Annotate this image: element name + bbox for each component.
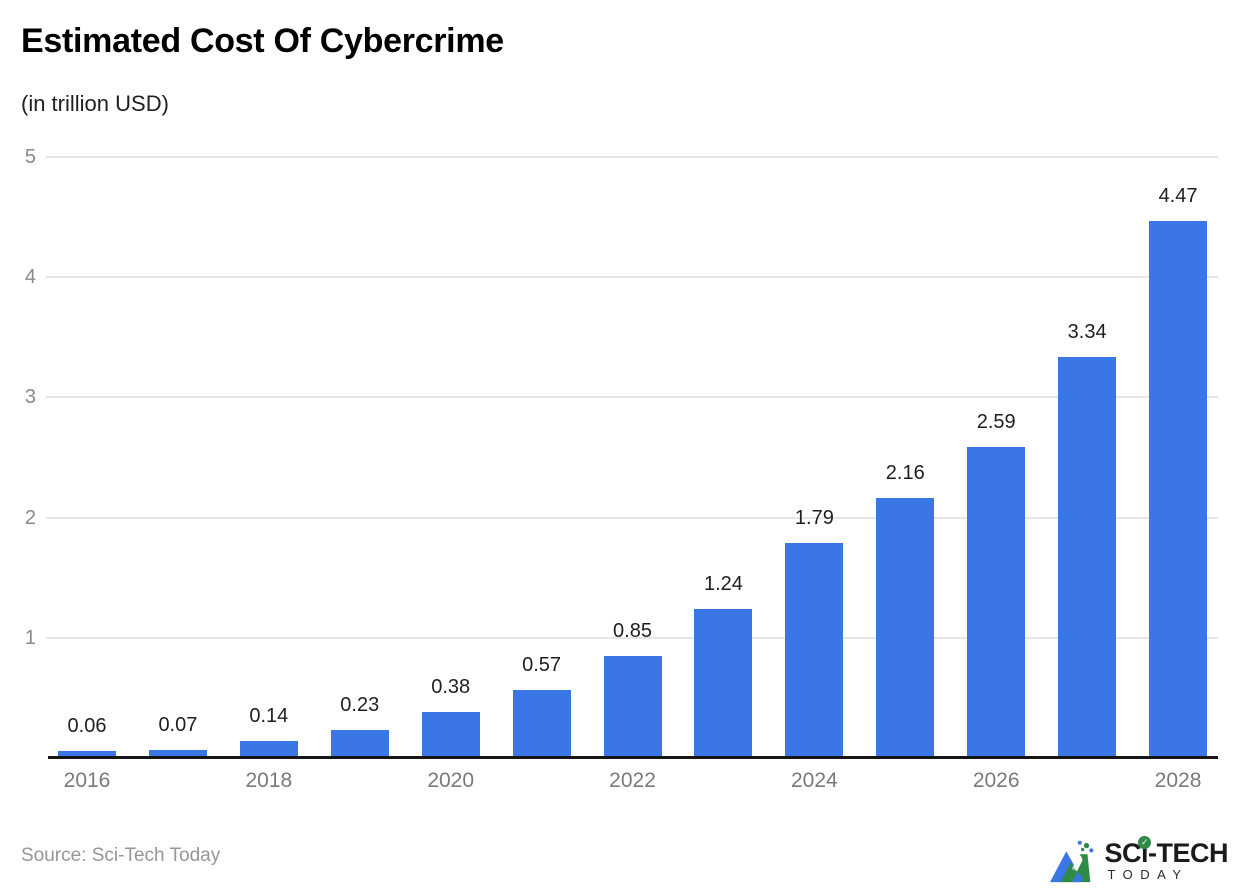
logo-check-icon: ✓ xyxy=(1137,836,1151,849)
x-tick-label-2018: 2018 xyxy=(245,769,293,792)
sci-tech-today-logo: SCı ✓ -TECH TODAY xyxy=(1048,836,1229,886)
bar-value-2018: 0.14 xyxy=(249,705,289,728)
logo-text: SCı ✓ -TECH TODAY xyxy=(1104,836,1229,883)
plot-area: 0.06 0.07 0.14 0.23 0.38 0.57 0.85 1.24 1.79 2.16… xyxy=(46,156,1218,759)
bar-value-2026: 2.59 xyxy=(976,410,1016,433)
bar-value-2027: 3.34 xyxy=(1067,320,1107,343)
bar-2026 xyxy=(967,446,1026,758)
bar-2018 xyxy=(239,741,298,758)
gridline-y-4 xyxy=(46,276,1218,279)
bar-value-2022: 0.85 xyxy=(613,619,652,642)
sci-tech-today-logo-icon xyxy=(1050,840,1094,883)
bar-2017 xyxy=(148,749,207,758)
x-tick-label-2020: 2020 xyxy=(427,769,475,792)
bar-2021 xyxy=(512,689,571,758)
y-tick-label-5: 5 xyxy=(24,146,36,168)
bar-value-2028: 4.47 xyxy=(1158,184,1198,207)
logo-main-text: SCı ✓ -TECH xyxy=(1104,836,1229,868)
y-tick-label-1: 1 xyxy=(24,626,36,649)
x-tick-label-2026: 2026 xyxy=(972,769,1020,792)
bar-value-2023: 1.24 xyxy=(703,572,743,595)
bar-value-2019: 0.23 xyxy=(340,694,380,717)
bar-value-2024: 1.79 xyxy=(794,506,834,529)
y-tick-label-3: 3 xyxy=(24,386,36,409)
bar-2024 xyxy=(785,542,844,758)
y-tick-label-4: 4 xyxy=(24,266,36,289)
x-tick-label-2022: 2022 xyxy=(609,769,656,792)
bar-2028 xyxy=(1149,220,1208,758)
bar-2022 xyxy=(603,655,662,758)
bar-value-2017: 0.07 xyxy=(158,713,198,736)
x-tick-label-2016: 2016 xyxy=(63,769,111,792)
gridline-y-2 xyxy=(46,516,1218,519)
chart-title: Estimated Cost Of Cybercrime xyxy=(21,22,504,60)
bar-value-2016: 0.06 xyxy=(67,714,107,737)
x-tick-label-2028: 2028 xyxy=(1154,769,1202,792)
gridline-y-1 xyxy=(46,636,1218,639)
bar-value-2025: 2.16 xyxy=(885,462,925,485)
y-tick-label-2: 2 xyxy=(24,506,36,529)
bar-2016 xyxy=(58,750,116,758)
x-tick-label-2024: 2024 xyxy=(791,769,838,792)
bar-2020 xyxy=(421,712,480,758)
gridline-y-5 xyxy=(46,156,1218,158)
bar-2019 xyxy=(330,730,389,758)
bar-2025 xyxy=(876,498,935,758)
x-axis-line xyxy=(48,756,1218,759)
bar-value-2020: 0.38 xyxy=(431,676,471,699)
source-note: Source: Sci-Tech Today xyxy=(21,845,221,866)
gridline-y-3 xyxy=(46,396,1218,399)
bar-2023 xyxy=(694,608,753,758)
chart-subtitle: (in trillion USD) xyxy=(21,91,169,116)
bar-2027 xyxy=(1058,356,1117,758)
logo-sub-text: TODAY xyxy=(1107,867,1189,882)
bar-value-2021: 0.57 xyxy=(522,653,562,676)
